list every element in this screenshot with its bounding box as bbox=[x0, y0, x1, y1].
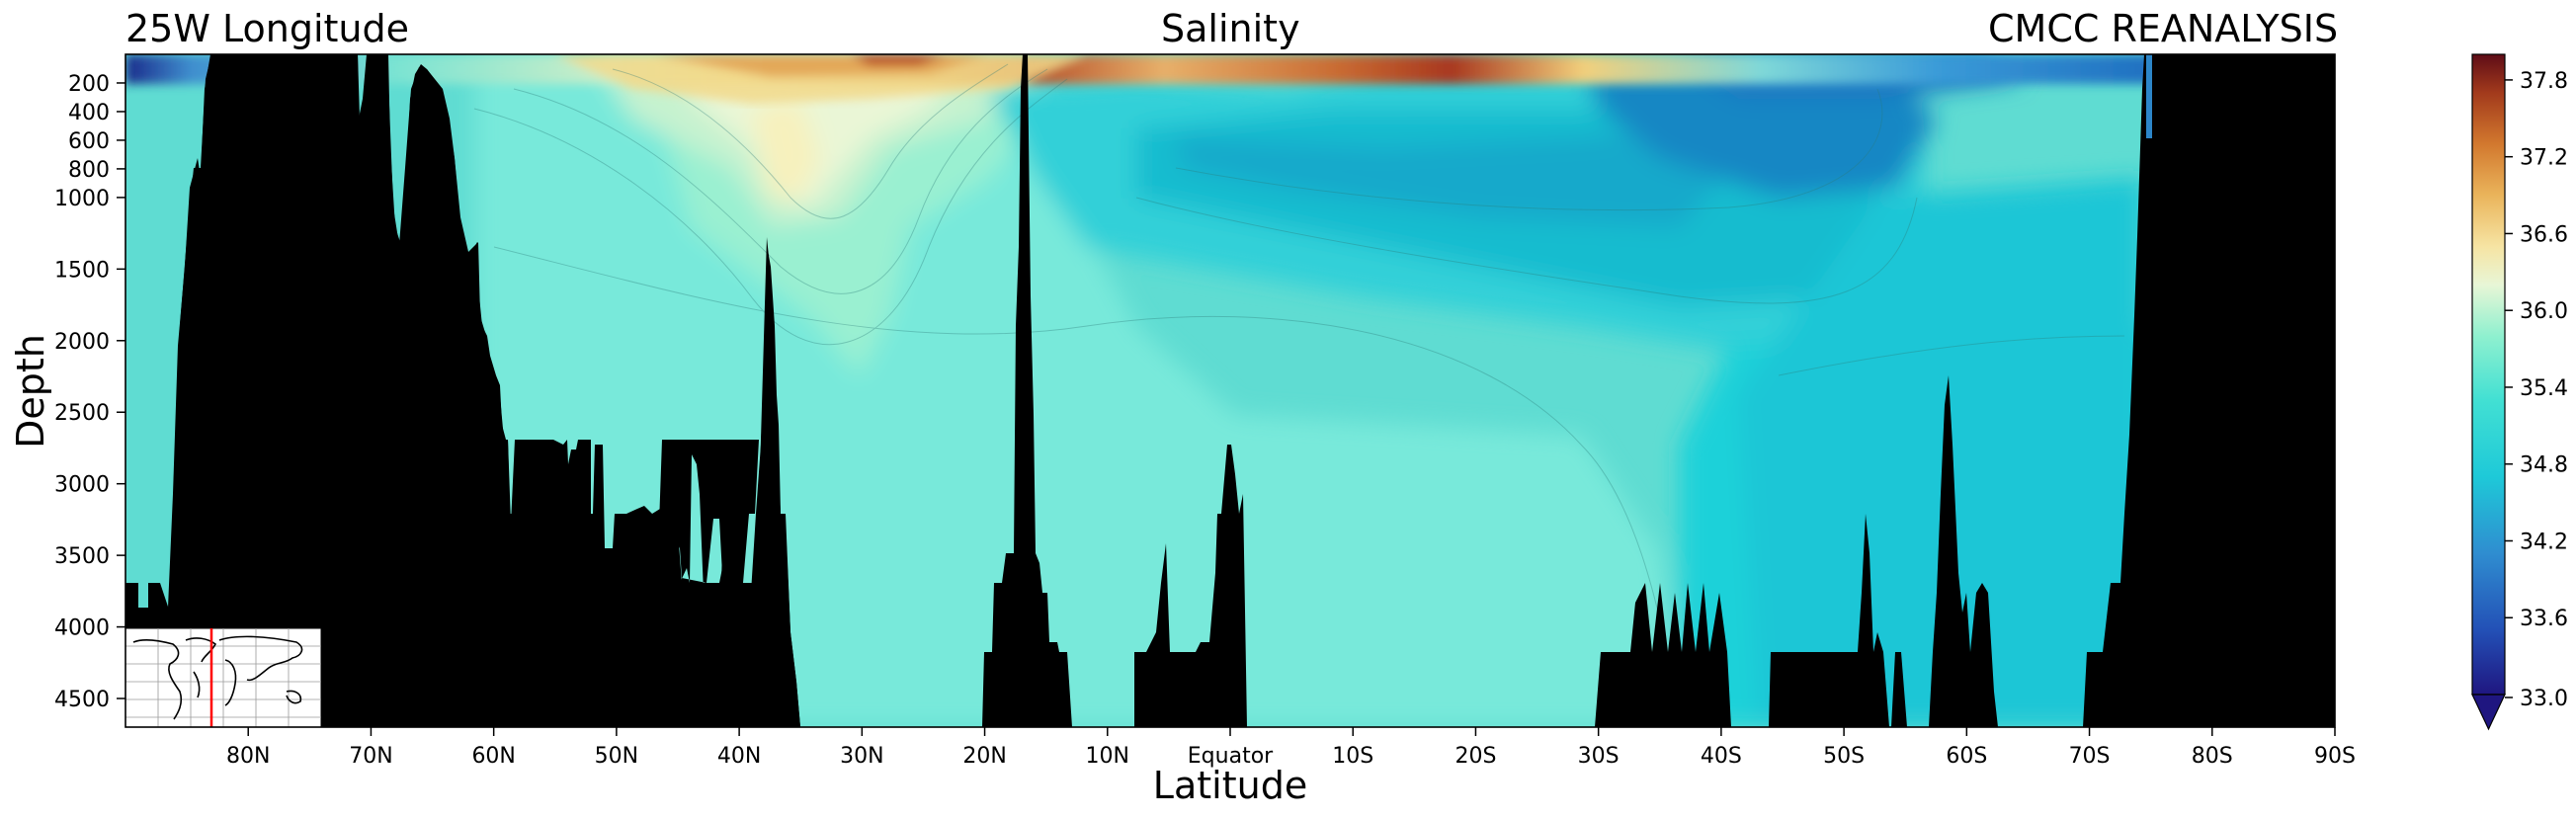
inset-world-map bbox=[125, 627, 322, 727]
contour-lines bbox=[473, 63, 2125, 727]
x-tick-label: 70S bbox=[2069, 744, 2111, 769]
land-ridge-south bbox=[1595, 583, 1731, 727]
colorbar: 37.8 37.2 36.6 36.0 35.4 34.8 34.2 33.6 33.0 bbox=[2471, 53, 2568, 731]
land-ridge-south-2 bbox=[1769, 514, 1889, 727]
land-ridge-equator bbox=[1134, 445, 1247, 727]
y-tick-label: 4500 bbox=[54, 688, 110, 712]
x-tick-label: 20S bbox=[1454, 744, 1496, 769]
colorbar-tick-label: 36.0 bbox=[2520, 299, 2568, 324]
x-tick-label: 10N bbox=[1086, 744, 1129, 769]
chart-title: Salinity bbox=[1161, 7, 1300, 50]
colorbar-tick-label: 37.2 bbox=[2520, 146, 2568, 171]
y-tick-label: 2000 bbox=[54, 330, 110, 355]
x-tick-label: 50N bbox=[595, 744, 638, 769]
x-tick-label: 80S bbox=[2192, 744, 2233, 769]
y-tick-label: 400 bbox=[68, 101, 110, 125]
x-axis-label: Latitude bbox=[1153, 764, 1307, 807]
land-ridge-south-3 bbox=[1891, 375, 1998, 727]
y-tick-label: 600 bbox=[68, 129, 110, 154]
chart-title-right: CMCC REANALYSIS bbox=[1988, 7, 2339, 50]
x-tick-label: 70N bbox=[349, 744, 392, 769]
land-ridge-north bbox=[982, 54, 1072, 727]
y-tick-label: 3000 bbox=[54, 473, 110, 498]
x-axis: 80N 70N 60N 50N 40N 30N 20N 10N Equator 10S 20S 30S… bbox=[226, 727, 2356, 769]
x-tick-label: Equator bbox=[1188, 744, 1274, 769]
x-tick-label: 20N bbox=[962, 744, 1006, 769]
colorbar-tick-label: 35.4 bbox=[2520, 376, 2568, 401]
x-tick-label: 60S bbox=[1946, 744, 1987, 769]
colorbar-extend-min-arrow bbox=[2471, 694, 2506, 731]
x-tick-label: 30S bbox=[1578, 744, 1620, 769]
x-tick-label: 80N bbox=[226, 744, 270, 769]
y-tick-label: 800 bbox=[68, 158, 110, 183]
colorbar-tick-label: 33.6 bbox=[2520, 607, 2568, 631]
land-north bbox=[125, 54, 800, 727]
y-tick-label: 4000 bbox=[54, 616, 110, 641]
colorbar-tick-label: 36.6 bbox=[2520, 222, 2568, 247]
colorbar-tick-label: 37.8 bbox=[2520, 69, 2568, 94]
coastal-water-sliver bbox=[2146, 54, 2152, 138]
x-tick-label: 40S bbox=[1701, 744, 1742, 769]
y-tick-label: 200 bbox=[68, 72, 110, 97]
x-tick-label: 60N bbox=[471, 744, 515, 769]
y-axis: 200 400 600 800 1000 1500 2000 2500 3000 3500 4000… bbox=[54, 72, 125, 712]
y-tick-label: 1500 bbox=[54, 258, 110, 283]
y-tick-label: 3500 bbox=[54, 544, 110, 569]
y-axis-label: Depth bbox=[9, 334, 52, 449]
section-plot bbox=[125, 54, 2335, 727]
x-tick-label: 10S bbox=[1332, 744, 1373, 769]
surface-band bbox=[125, 54, 2335, 104]
chart-title-left: 25W Longitude bbox=[125, 7, 410, 50]
colorbar-tick-label: 33.0 bbox=[2520, 687, 2568, 711]
x-tick-label: 50S bbox=[1823, 744, 1865, 769]
land-south-continent bbox=[2083, 54, 2335, 727]
y-tick-label: 1000 bbox=[54, 187, 110, 211]
x-tick-label: 30N bbox=[840, 744, 883, 769]
y-tick-label: 2500 bbox=[54, 401, 110, 426]
x-tick-label: 90S bbox=[2314, 744, 2356, 769]
colorbar-tick-label: 34.2 bbox=[2520, 530, 2568, 554]
colorbar-tick-label: 34.8 bbox=[2520, 453, 2568, 478]
colorbar-gradient bbox=[2472, 54, 2505, 695]
x-tick-label: 40N bbox=[717, 744, 761, 769]
